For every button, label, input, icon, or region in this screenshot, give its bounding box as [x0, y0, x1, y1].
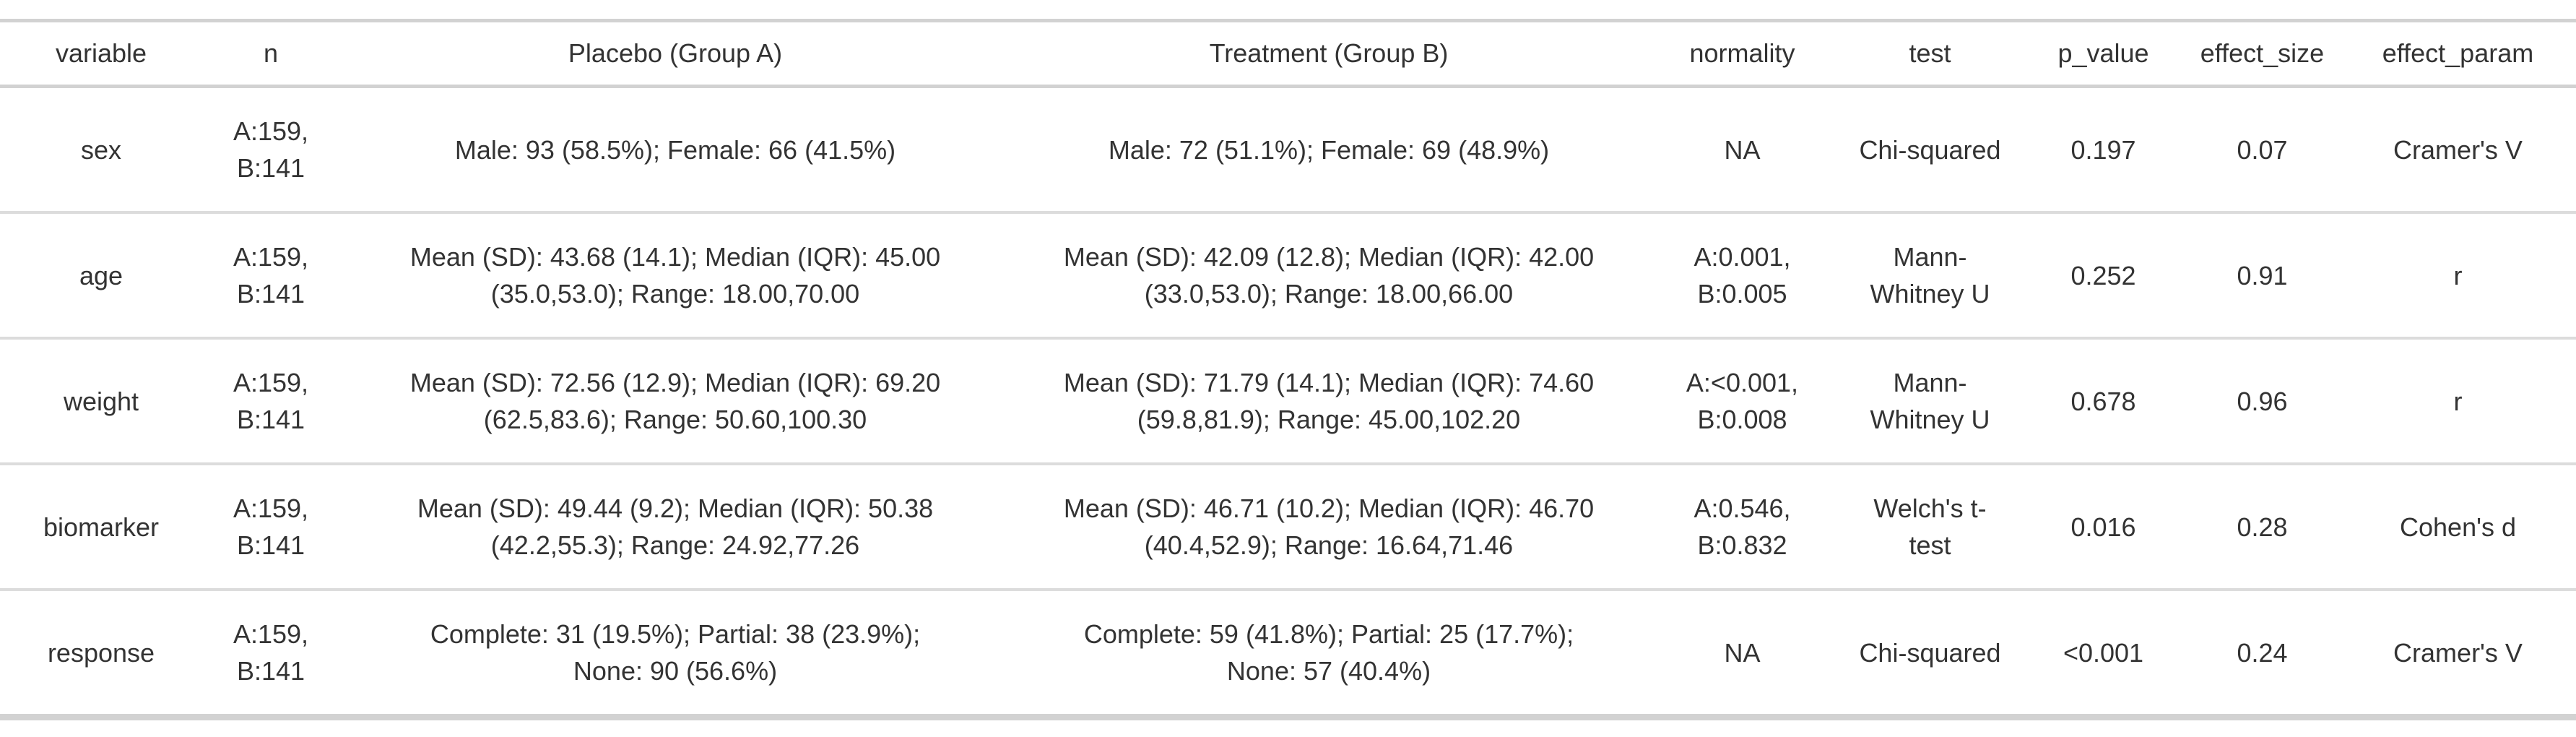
cell-age-effect-param: r — [2340, 212, 2576, 340]
cell-weight-n: A:159, B:141 — [202, 338, 339, 465]
cell-weight-placebo-text: Mean (SD): 72.56 (12.9); Median (IQR): 6… — [409, 368, 941, 434]
cell-age-effect-size: 0.91 — [2185, 212, 2340, 340]
cell-response-normality: NA — [1647, 590, 1838, 720]
cell-sex-test-text: Chi-squared — [1859, 134, 2001, 165]
cell-response-placebo-text: Complete: 31 (19.5%); Partial: 38 (23.9%… — [430, 619, 921, 686]
column-header-treatment-group-b: Treatment (Group B) — [1011, 19, 1647, 88]
cell-weight-n-text: A:159, B:141 — [233, 368, 309, 434]
column-header-test: test — [1838, 19, 2022, 88]
column-header-effect-param: effect_param — [2340, 19, 2576, 88]
cell-weight-test: Mann-Whitney U — [1838, 338, 2022, 465]
cell-response-placebo: Complete: 31 (19.5%); Partial: 38 (23.9%… — [339, 590, 1011, 720]
cell-biomarker-normality: A:0.546, B:0.832 — [1647, 464, 1838, 591]
column-header-effect-size: effect_size — [2185, 19, 2340, 88]
cell-sex-treatment: Male: 72 (51.1%); Female: 69 (48.9%) — [1011, 86, 1647, 214]
cell-response-n-text: A:159, B:141 — [233, 619, 309, 686]
cell-sex-placebo-text: Male: 93 (58.5%); Female: 66 (41.5%) — [454, 134, 896, 165]
cell-age-placebo: Mean (SD): 43.68 (14.1); Median (IQR): 4… — [339, 212, 1011, 340]
cell-biomarker-placebo-text: Mean (SD): 49.44 (9.2); Median (IQR): 50… — [417, 494, 934, 560]
cell-age-variable: age — [0, 212, 202, 340]
cell-age-treatment-text: Mean (SD): 42.09 (12.8); Median (IQR): 4… — [1063, 242, 1595, 309]
cell-sex-normality-text: NA — [1724, 134, 1761, 165]
table-row-age: age A:159, B:141 Mean (SD): 43.68 (14.1)… — [0, 212, 2576, 340]
cell-biomarker-test-text: Welch's t-test — [1873, 494, 1987, 560]
cell-age-normality-text: A:0.001, B:0.005 — [1694, 242, 1791, 309]
cell-age-test: Mann-Whitney U — [1838, 212, 2022, 340]
column-header-placebo-group-a: Placebo (Group A) — [339, 19, 1011, 88]
cell-weight-treatment-text: Mean (SD): 71.79 (14.1); Median (IQR): 7… — [1063, 368, 1595, 434]
table-row-biomarker: biomarker A:159, B:141 Mean (SD): 49.44 … — [0, 464, 2576, 591]
cell-response-normality-text: NA — [1724, 637, 1761, 668]
column-header-n: n — [202, 19, 339, 88]
cell-sex-p-value: 0.197 — [2022, 86, 2185, 214]
cell-biomarker-n: A:159, B:141 — [202, 464, 339, 591]
cell-weight-normality: A:<0.001, B:0.008 — [1647, 338, 1838, 465]
cell-biomarker-variable: biomarker — [0, 464, 202, 591]
cell-age-placebo-text: Mean (SD): 43.68 (14.1); Median (IQR): 4… — [409, 242, 941, 309]
cell-biomarker-treatment-text: Mean (SD): 46.71 (10.2); Median (IQR): 4… — [1063, 494, 1595, 560]
cell-age-n-text: A:159, B:141 — [233, 242, 309, 309]
cell-weight-effect-param: r — [2340, 338, 2576, 465]
cell-age-n: A:159, B:141 — [202, 212, 339, 340]
cell-weight-test-text: Mann-Whitney U — [1870, 368, 1990, 434]
table-header-row: variable n Placebo (Group A) Treatment (… — [0, 19, 2576, 88]
cell-biomarker-n-text: A:159, B:141 — [233, 494, 309, 560]
cell-age-normality: A:0.001, B:0.005 — [1647, 212, 1838, 340]
cell-biomarker-effect-param: Cohen's d — [2340, 464, 2576, 591]
cell-response-test: Chi-squared — [1838, 590, 2022, 720]
cell-response-p-value: <0.001 — [2022, 590, 2185, 720]
cell-age-test-text: Mann-Whitney U — [1870, 242, 1990, 309]
cell-sex-n: A:159, B:141 — [202, 86, 339, 214]
cell-biomarker-treatment: Mean (SD): 46.71 (10.2); Median (IQR): 4… — [1011, 464, 1647, 591]
column-header-normality: normality — [1647, 19, 1838, 88]
cell-sex-effect-param: Cramer's V — [2340, 86, 2576, 214]
cell-biomarker-placebo: Mean (SD): 49.44 (9.2); Median (IQR): 50… — [339, 464, 1011, 591]
cell-biomarker-normality-text: A:0.546, B:0.832 — [1694, 494, 1791, 560]
cell-sex-n-text: A:159, B:141 — [233, 116, 309, 183]
cell-weight-placebo: Mean (SD): 72.56 (12.9); Median (IQR): 6… — [339, 338, 1011, 465]
cell-response-effect-size: 0.24 — [2185, 590, 2340, 720]
cell-weight-effect-size: 0.96 — [2185, 338, 2340, 465]
cell-response-variable: response — [0, 590, 202, 720]
table-row-weight: weight A:159, B:141 Mean (SD): 72.56 (12… — [0, 338, 2576, 465]
cell-sex-effect-size: 0.07 — [2185, 86, 2340, 214]
group-comparison-table: variable n Placebo (Group A) Treatment (… — [0, 19, 2576, 720]
cell-response-n: A:159, B:141 — [202, 590, 339, 720]
column-header-variable: variable — [0, 19, 202, 88]
cell-sex-placebo: Male: 93 (58.5%); Female: 66 (41.5%) — [339, 86, 1011, 214]
cell-sex-normality: NA — [1647, 86, 1838, 214]
column-header-p-value: p_value — [2022, 19, 2185, 88]
cell-weight-treatment: Mean (SD): 71.79 (14.1); Median (IQR): 7… — [1011, 338, 1647, 465]
cell-age-treatment: Mean (SD): 42.09 (12.8); Median (IQR): 4… — [1011, 212, 1647, 340]
cell-response-effect-param: Cramer's V — [2340, 590, 2576, 720]
cell-biomarker-p-value: 0.016 — [2022, 464, 2185, 591]
table-row-sex: sex A:159, B:141 Male: 93 (58.5%); Femal… — [0, 86, 2576, 214]
cell-age-p-value: 0.252 — [2022, 212, 2185, 340]
cell-response-test-text: Chi-squared — [1859, 637, 2001, 668]
cell-weight-p-value: 0.678 — [2022, 338, 2185, 465]
cell-weight-normality-text: A:<0.001, B:0.008 — [1686, 368, 1799, 434]
cell-response-treatment: Complete: 59 (41.8%); Partial: 25 (17.7%… — [1011, 590, 1647, 720]
cell-weight-variable: weight — [0, 338, 202, 465]
cell-sex-variable: sex — [0, 86, 202, 214]
cell-biomarker-effect-size: 0.28 — [2185, 464, 2340, 591]
cell-sex-treatment-text: Male: 72 (51.1%); Female: 69 (48.9%) — [1108, 134, 1550, 165]
cell-response-treatment-text: Complete: 59 (41.8%); Partial: 25 (17.7%… — [1083, 619, 1574, 686]
cell-biomarker-test: Welch's t-test — [1838, 464, 2022, 591]
table-row-response: response A:159, B:141 Complete: 31 (19.5… — [0, 590, 2576, 720]
cell-sex-test: Chi-squared — [1838, 86, 2022, 214]
